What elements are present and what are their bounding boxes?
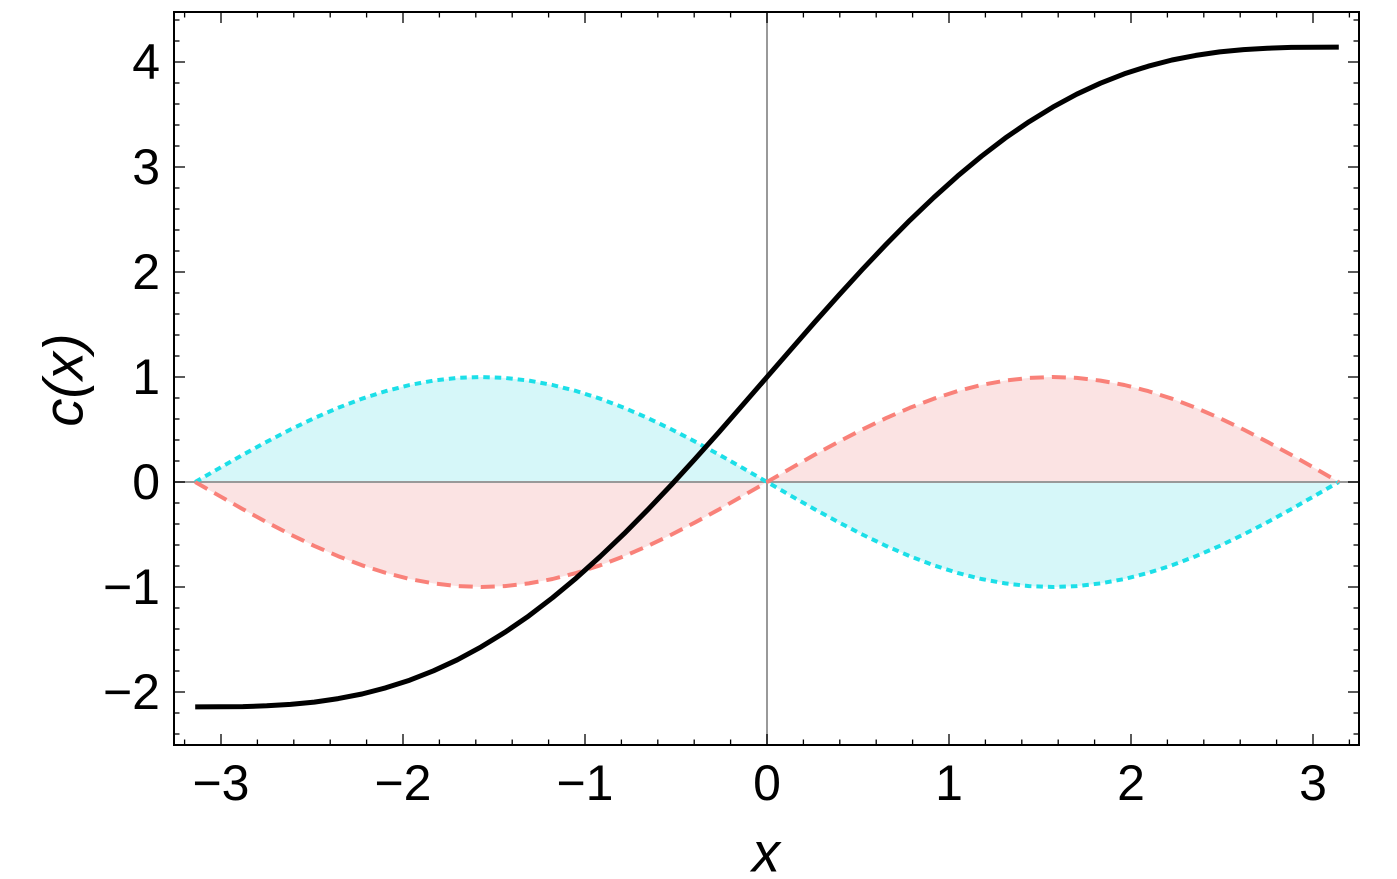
x-axis-label: x (752, 820, 780, 879)
curve-sine (194, 375, 1340, 589)
x-tick-label: 1 (935, 755, 963, 811)
x-tick-label: −3 (192, 755, 249, 811)
y-tick-label: 0 (132, 454, 160, 510)
x-tick-label: 3 (1299, 755, 1327, 811)
y-tick-label: −2 (103, 664, 160, 720)
y-tick-label: 3 (132, 139, 160, 195)
x-tick-label: −2 (374, 755, 431, 811)
y-tick-label: 2 (132, 244, 160, 300)
x-tick-label: 2 (1117, 755, 1145, 811)
y-tick-label: 4 (132, 34, 160, 90)
curve-minus-sine (194, 375, 1340, 589)
x-tick-label: −1 (556, 755, 613, 811)
y-axis-label: c(x) (31, 333, 95, 427)
x-tick-label: 0 (753, 755, 781, 811)
curve-c-curve (195, 44, 1339, 710)
y-tick-label: −1 (103, 559, 160, 615)
y-tick-label: 1 (132, 349, 160, 405)
